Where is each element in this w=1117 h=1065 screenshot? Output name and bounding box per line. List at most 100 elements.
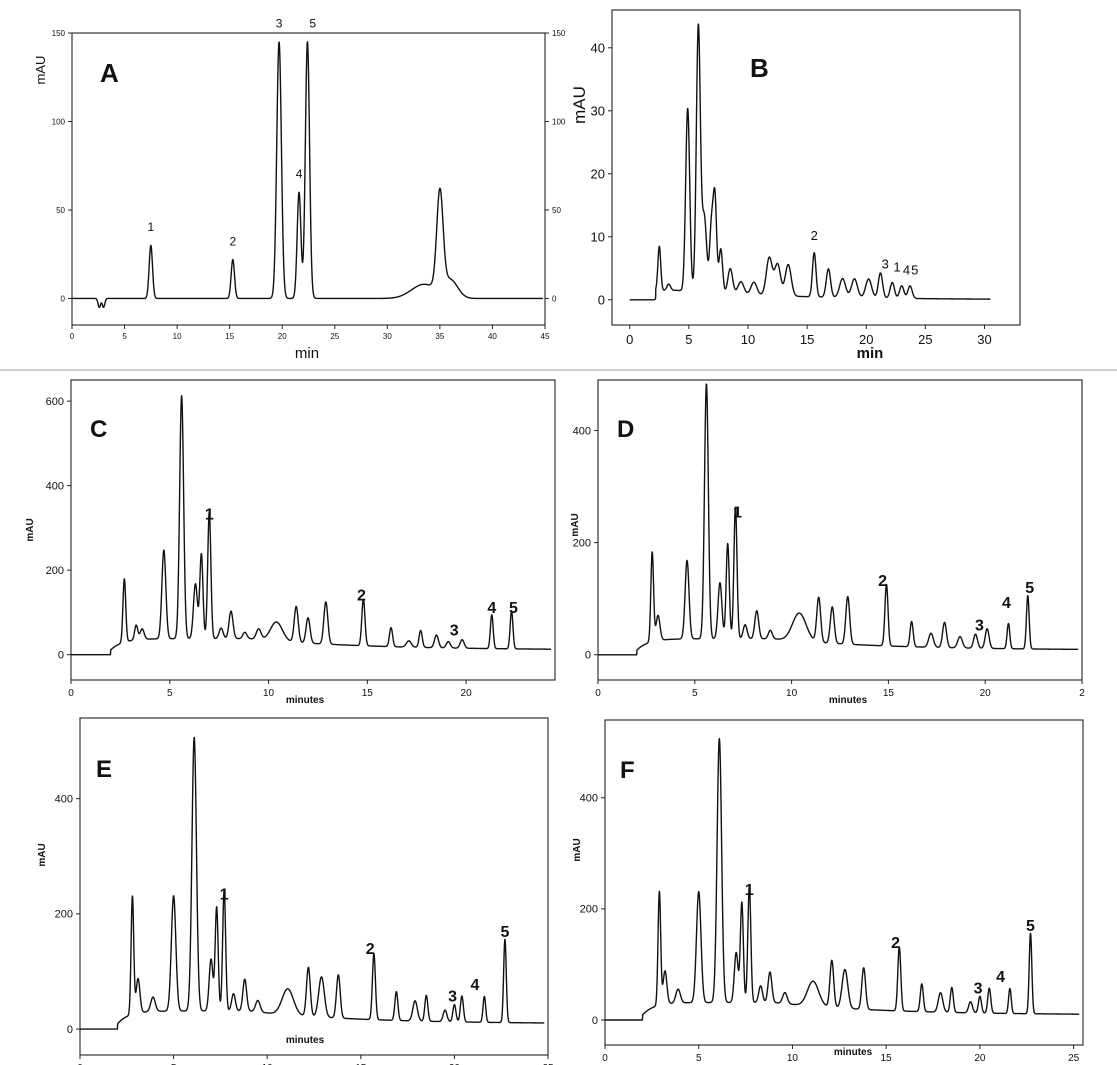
right-y-tick-label: 150 — [552, 29, 566, 38]
x-tick-label: 10 — [262, 1063, 274, 1065]
x-tick-label: 25 — [1068, 1053, 1080, 1064]
x-tick-label: 20 — [461, 688, 473, 699]
y-tick-label: 600 — [46, 396, 64, 408]
x-tick-label: 5 — [122, 332, 127, 341]
plot-frame — [604, 719, 1084, 1046]
x-tick-label: 40 — [488, 332, 497, 341]
peak-label-3: 3 — [975, 618, 984, 635]
right-y-tick-label: 50 — [552, 206, 561, 215]
x-axis-title: minutes — [834, 1047, 873, 1058]
peak-label-2: 2 — [366, 941, 375, 958]
y-tick-label: 0 — [585, 650, 591, 662]
peak-label-4: 4 — [996, 969, 1005, 986]
y-tick-label: 10 — [591, 229, 605, 244]
chromatogram-trace — [79, 736, 545, 1030]
peak-label-5: 5 — [500, 924, 509, 941]
panel-a: 0 5 10 15 20 25 30 35 40 45050100150050100150minm… — [33, 17, 566, 362]
right-y-tick-label: 0 — [552, 294, 557, 303]
x-tick-label: 30 — [383, 332, 392, 341]
plot-frame — [597, 379, 1083, 681]
x-tick-label: 0 — [626, 332, 633, 347]
x-tick-label: 2 — [1079, 688, 1085, 699]
y-tick-label: 0 — [61, 294, 66, 303]
x-axis-title: minutes — [286, 695, 325, 706]
x-axis-title: min — [295, 345, 319, 362]
x-tick-label: 10 — [786, 688, 798, 699]
x-tick-label: 25 — [918, 332, 932, 347]
y-axis-title: mAU — [33, 56, 48, 85]
y-tick-label: 50 — [56, 206, 65, 215]
y-axis-title: mAU — [570, 513, 581, 536]
x-tick-label: 20 — [980, 688, 992, 699]
y-tick-label: 200 — [55, 909, 73, 921]
panel-label: E — [96, 756, 112, 783]
peak-label-3: 3 — [450, 623, 459, 640]
panel-label: C — [90, 416, 107, 443]
x-tick-label: 10 — [263, 688, 275, 699]
chromatogram-trace — [71, 41, 544, 308]
x-tick-label: 15 — [883, 688, 895, 699]
x-tick-label: 0 — [68, 688, 74, 699]
peak-label-4: 4 — [487, 600, 496, 617]
panel-label: A — [100, 58, 119, 88]
right-y-tick-label: 100 — [552, 117, 566, 126]
panel-label: F — [620, 757, 635, 784]
x-tick-label: 10 — [741, 332, 755, 347]
peak-label-1: 1 — [733, 504, 742, 521]
y-tick-label: 400 — [46, 480, 64, 492]
y-tick-label: 200 — [46, 565, 64, 577]
panel-e: 0 5 10 15 20 25 0 200 400 minutes mAU E 1 2 34 5 — [37, 717, 554, 1065]
panel-f: 0 5 10 15 20 25 0 200 400 minutes mAU F 1 2 34 5 — [572, 719, 1084, 1064]
x-tick-label: 0 — [602, 1053, 608, 1064]
peak-label-1: 1 — [147, 220, 154, 234]
x-tick-label: 0 — [77, 1063, 83, 1065]
peak-label-3: 3 — [276, 17, 283, 31]
x-tick-label: 0 — [70, 332, 75, 341]
x-tick-label: 15 — [362, 688, 374, 699]
x-tick-label: 20 — [449, 1063, 461, 1065]
peak-label-2: 2 — [357, 588, 366, 605]
y-axis-title: mAU — [37, 843, 48, 866]
x-tick-label: 25 — [330, 332, 339, 341]
y-tick-label: 100 — [52, 117, 66, 126]
peak-label-1: 1 — [220, 886, 229, 903]
x-tick-label: 20 — [974, 1053, 986, 1064]
plot-frame — [79, 717, 549, 1056]
x-axis-title: minutes — [286, 1035, 325, 1046]
peak-label-4: 4 — [471, 977, 480, 994]
y-tick-label: 0 — [58, 649, 64, 661]
x-axis-title: minutes — [829, 695, 868, 706]
x-tick-label: 5 — [685, 332, 692, 347]
x-tick-label: 5 — [692, 688, 698, 699]
plot-frame — [71, 32, 546, 326]
peak-label-4: 4 — [903, 263, 910, 278]
y-tick-label: 30 — [591, 103, 605, 118]
peak-label-5: 5 — [911, 263, 918, 278]
peak-label-2: 2 — [878, 573, 887, 590]
y-tick-label: 400 — [573, 425, 591, 437]
panel-label: B — [750, 53, 769, 83]
peak-label-1: 1 — [205, 506, 214, 523]
x-tick-label: 20 — [278, 332, 287, 341]
y-axis-title: mAU — [570, 86, 589, 124]
peak-label-5: 5 — [309, 17, 316, 31]
x-tick-label: 15 — [225, 332, 234, 341]
y-tick-label: 400 — [580, 793, 598, 805]
y-tick-label: 20 — [591, 166, 605, 181]
peak-label-5: 5 — [1025, 580, 1034, 597]
peak-label-4: 4 — [296, 167, 303, 181]
chromatogram-trace — [597, 383, 1079, 656]
peak-label-4: 4 — [1002, 595, 1011, 612]
y-tick-label: 200 — [573, 537, 591, 549]
peak-label-2: 2 — [811, 228, 818, 243]
peak-label-3: 3 — [448, 988, 457, 1005]
peak-label-3: 3 — [974, 980, 983, 997]
x-tick-label: 30 — [977, 332, 991, 347]
x-tick-label: 10 — [173, 332, 182, 341]
x-axis-title: min — [857, 345, 884, 362]
y-tick-label: 0 — [67, 1024, 73, 1036]
x-tick-label: 5 — [171, 1063, 177, 1065]
